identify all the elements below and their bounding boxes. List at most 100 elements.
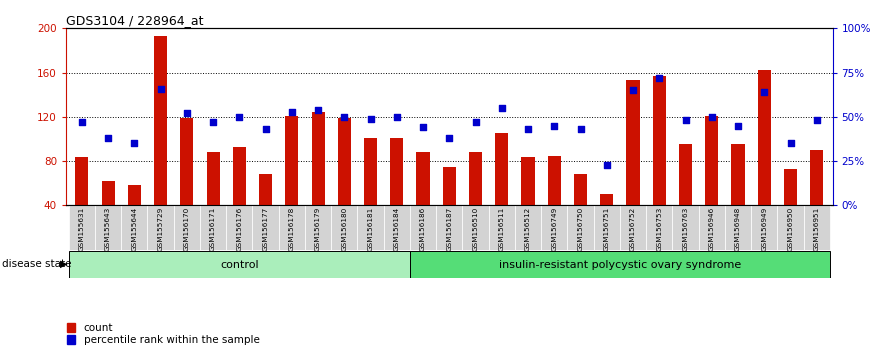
Bar	[285, 116, 299, 250]
Point	[758, 89, 772, 95]
Text: GSM156752: GSM156752	[630, 207, 636, 251]
Bar	[594, 205, 620, 250]
Bar	[567, 205, 594, 250]
Bar	[206, 152, 219, 250]
Bar	[600, 194, 613, 250]
Text: GSM156948: GSM156948	[735, 207, 741, 251]
Bar	[489, 205, 515, 250]
Text: GSM156176: GSM156176	[236, 207, 242, 251]
Point	[600, 162, 614, 167]
Bar	[417, 152, 430, 250]
Bar	[653, 76, 666, 250]
Text: GSM156510: GSM156510	[472, 207, 478, 251]
Bar	[410, 205, 436, 250]
Bar	[312, 113, 324, 250]
Legend: count, percentile rank within the sample: count, percentile rank within the sample	[67, 323, 259, 345]
Bar	[463, 205, 489, 250]
Point	[810, 118, 824, 123]
Bar	[200, 205, 226, 250]
Text: GSM156180: GSM156180	[341, 207, 347, 251]
Point	[337, 114, 352, 120]
Point	[311, 107, 325, 113]
Bar	[515, 205, 541, 250]
Text: GSM156181: GSM156181	[367, 207, 374, 251]
Point	[101, 135, 115, 141]
Text: GSM155729: GSM155729	[158, 207, 164, 251]
Bar	[436, 205, 463, 250]
Bar	[154, 36, 167, 250]
Bar	[181, 118, 194, 250]
Bar	[390, 138, 403, 250]
Point	[495, 105, 509, 111]
Bar	[69, 205, 95, 250]
Bar	[233, 147, 246, 250]
Point	[547, 123, 561, 129]
Text: GSM156187: GSM156187	[447, 207, 452, 251]
Text: insulin-resistant polycystic ovary syndrome: insulin-resistant polycystic ovary syndr…	[499, 259, 741, 270]
Text: GSM156951: GSM156951	[814, 207, 820, 251]
Bar	[469, 152, 482, 250]
Bar	[679, 144, 692, 250]
Text: GSM156949: GSM156949	[761, 207, 767, 251]
Point	[416, 125, 430, 130]
Bar	[305, 205, 331, 250]
Point	[678, 118, 692, 123]
Text: GSM155644: GSM155644	[131, 207, 137, 251]
Bar	[174, 205, 200, 250]
Point	[153, 86, 167, 91]
Bar	[384, 205, 410, 250]
Point	[652, 75, 666, 81]
Bar	[574, 175, 587, 250]
Point	[705, 114, 719, 120]
Bar	[364, 138, 377, 250]
Bar	[122, 205, 147, 250]
Point	[364, 116, 378, 121]
Bar	[541, 205, 567, 250]
Bar	[811, 150, 824, 250]
Text: disease state: disease state	[2, 259, 71, 269]
Text: GSM156177: GSM156177	[263, 207, 269, 251]
Point	[469, 119, 483, 125]
Bar	[803, 205, 830, 250]
Text: GSM156753: GSM156753	[656, 207, 663, 251]
Bar	[253, 205, 278, 250]
Bar	[331, 205, 358, 250]
Point	[442, 135, 456, 141]
Bar	[751, 205, 777, 250]
Text: GSM156179: GSM156179	[315, 207, 321, 251]
Text: GSM156946: GSM156946	[709, 207, 714, 251]
Text: GSM156171: GSM156171	[210, 207, 216, 251]
Point	[285, 109, 299, 114]
Bar	[620, 205, 646, 250]
Text: GSM156749: GSM156749	[552, 207, 558, 251]
Point	[258, 126, 272, 132]
Text: GSM156751: GSM156751	[603, 207, 610, 251]
Bar	[128, 185, 141, 250]
Text: GSM156184: GSM156184	[394, 207, 400, 251]
Text: GSM156511: GSM156511	[499, 207, 505, 251]
Bar	[626, 80, 640, 250]
Point	[783, 141, 797, 146]
Bar	[784, 169, 797, 250]
Bar	[147, 205, 174, 250]
Text: GSM155631: GSM155631	[78, 207, 85, 251]
Bar	[725, 205, 751, 250]
Bar	[548, 155, 561, 250]
Point	[233, 114, 247, 120]
Text: GSM156763: GSM156763	[683, 207, 689, 251]
Text: GDS3104 / 228964_at: GDS3104 / 228964_at	[66, 14, 204, 27]
Text: GSM156750: GSM156750	[578, 207, 583, 251]
Point	[626, 87, 640, 93]
Point	[521, 126, 535, 132]
Point	[389, 114, 403, 120]
Bar	[672, 205, 699, 250]
Text: GSM156170: GSM156170	[184, 207, 189, 251]
Point	[731, 123, 745, 129]
Bar	[777, 205, 803, 250]
Text: GSM156186: GSM156186	[420, 207, 426, 251]
Bar	[646, 205, 672, 250]
Text: GSM156950: GSM156950	[788, 207, 794, 251]
Point	[574, 126, 588, 132]
Bar	[699, 205, 725, 250]
Bar	[522, 156, 535, 250]
